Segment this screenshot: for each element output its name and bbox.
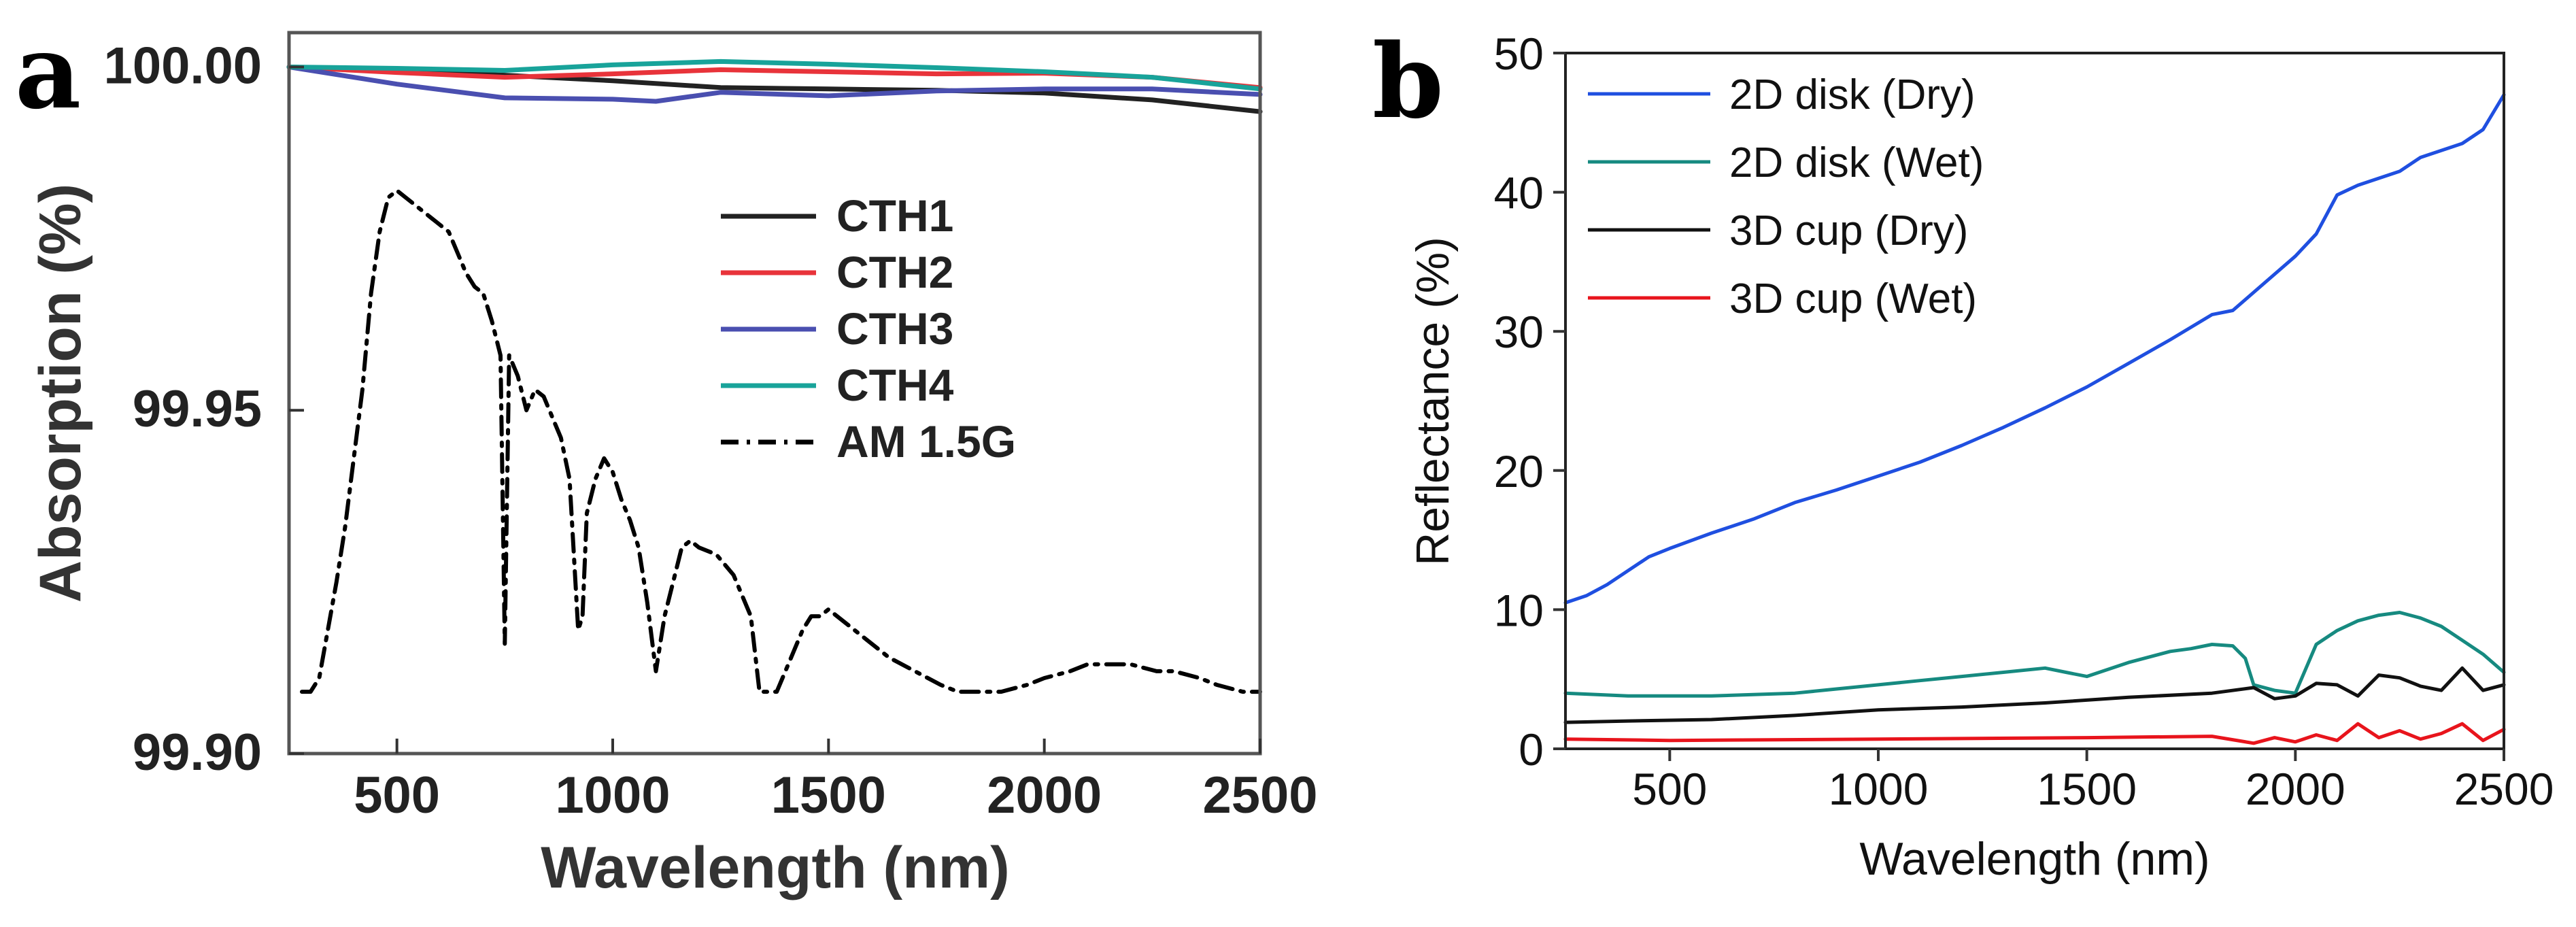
chart-a-x-axis-label: Wavelength (nm) bbox=[541, 835, 1010, 900]
chart-a-series-cth3 bbox=[286, 65, 1263, 104]
chart-a-legend-item-cth1: CTH1 bbox=[721, 190, 953, 241]
chart-b-series-3d-cup-wet bbox=[1563, 722, 2506, 745]
panel-b-letter: b bbox=[1372, 22, 1444, 141]
chart-a-legend-item-cth3: CTH3 bbox=[721, 303, 953, 354]
chart-a-series-layer bbox=[286, 58, 1263, 694]
chart-b-y-tick-label: 20 bbox=[1494, 446, 1544, 496]
chart-a-series-cth4 bbox=[286, 58, 1263, 92]
chart-b-legend-item-2d-disk-dry: 2D disk (Dry) bbox=[1588, 71, 1976, 118]
chart-b-series-3d-cup-dry bbox=[1563, 666, 2506, 724]
chart-a-y-tick-label: 100.00 bbox=[104, 37, 262, 95]
chart-a-legend: CTH1 CTH2 CTH3 CTH4 AM 1.5G bbox=[721, 190, 1016, 467]
chart-b-series-2d-disk-wet bbox=[1563, 611, 2506, 698]
chart-a-x-tick-label: 1500 bbox=[771, 766, 886, 824]
chart-b-x-tick-label: 1000 bbox=[1829, 764, 1929, 814]
chart-b-legend-item-2d-disk-wet: 2D disk (Wet) bbox=[1588, 139, 1984, 186]
chart-a-legend-label: CTH2 bbox=[836, 247, 953, 297]
chart-a-y-tick-label: 99.90 bbox=[133, 724, 262, 781]
chart-b: 500 1000 1500 2000 2500 0 10 20 30 40 50 2D disk (… bbox=[1407, 29, 2554, 885]
panel-a-letter: a bbox=[15, 12, 81, 132]
chart-b-x-tick-label: 1500 bbox=[2037, 764, 2137, 814]
chart-b-legend-item-3d-cup-dry: 3D cup (Dry) bbox=[1588, 207, 1968, 254]
chart-b-legend-label: 3D cup (Dry) bbox=[1729, 207, 1968, 254]
chart-a-legend-label: CTH1 bbox=[836, 190, 953, 241]
chart-b-y-axis-label: Reflectance (%) bbox=[1407, 237, 1459, 566]
chart-b-y-tick-label: 0 bbox=[1519, 724, 1544, 775]
chart-b-plot-frame bbox=[1564, 52, 2505, 750]
chart-b-x-tick-label: 2000 bbox=[2245, 764, 2345, 814]
chart-b-axes: 500 1000 1500 2000 2500 0 10 20 30 40 50 bbox=[1494, 29, 2554, 814]
chart-a-axes: 500 1000 1500 2000 2500 99.90 99.95 100.00 bbox=[104, 37, 1318, 824]
chart-a-x-tick-label: 2000 bbox=[987, 766, 1102, 824]
chart-a-y-axis-label: Absorption (%) bbox=[28, 184, 93, 603]
chart-b-legend-item-3d-cup-wet: 3D cup (Wet) bbox=[1588, 275, 1977, 322]
chart-a-x-tick-label: 1000 bbox=[555, 766, 670, 824]
chart-a-series-am-1-5g bbox=[300, 188, 1262, 694]
chart-a-legend-item-cth2: CTH2 bbox=[721, 247, 953, 297]
chart-a-legend-item-am-1-5g: AM 1.5G bbox=[721, 416, 1016, 467]
chart-b-x-tick-label: 2500 bbox=[2454, 764, 2554, 814]
chart-b-x-axis-label: Wavelength (nm) bbox=[1859, 833, 2209, 885]
chart-b-series-2d-disk-dry bbox=[1563, 92, 2506, 605]
chart-b-legend: 2D disk (Dry) 2D disk (Wet) 3D cup (Dry) 3D… bbox=[1588, 71, 1984, 322]
chart-b-legend-label: 3D cup (Wet) bbox=[1729, 275, 1977, 322]
chart-b-y-tick-label: 10 bbox=[1494, 585, 1544, 635]
chart-a-legend-item-cth4: CTH4 bbox=[721, 360, 954, 410]
chart-a-legend-label: CTH4 bbox=[836, 360, 954, 410]
chart-b-legend-label: 2D disk (Wet) bbox=[1729, 139, 1984, 186]
chart-b-y-tick-label: 30 bbox=[1494, 307, 1544, 357]
chart-b-y-tick-label: 50 bbox=[1494, 29, 1544, 79]
chart-a-y-tick-label: 99.95 bbox=[133, 380, 262, 438]
chart-a-x-tick-label: 500 bbox=[354, 766, 440, 824]
chart-a: 500 1000 1500 2000 2500 99.90 99.95 100.00 CTH1… bbox=[28, 31, 1318, 900]
chart-b-y-tick-label: 40 bbox=[1494, 168, 1544, 218]
chart-b-x-tick-label: 500 bbox=[1632, 764, 1707, 814]
chart-b-legend-label: 2D disk (Dry) bbox=[1729, 71, 1976, 118]
chart-a-x-tick-label: 2500 bbox=[1202, 766, 1317, 824]
chart-b-series-layer bbox=[1563, 92, 2506, 745]
chart-a-plot-frame bbox=[287, 31, 1262, 756]
chart-a-legend-label: CTH3 bbox=[836, 303, 953, 354]
chart-a-legend-label: AM 1.5G bbox=[836, 416, 1016, 467]
